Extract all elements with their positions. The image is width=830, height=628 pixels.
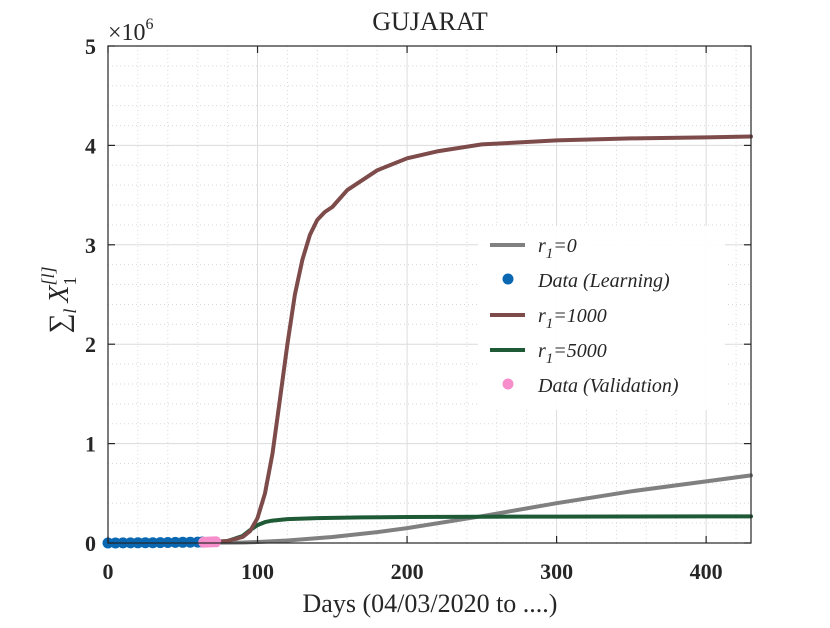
legend-label-r1-1000: r1=1000: [538, 305, 607, 332]
legend-marker-data-learning: [502, 273, 514, 285]
legend-label-rest: =1000: [553, 305, 607, 327]
legend-label-rest: =0: [553, 235, 577, 257]
x-axis-label: Days (04/03/2020 to ....): [303, 589, 558, 618]
y-label-x: X: [44, 285, 75, 304]
x-tick-label: 300: [540, 559, 573, 584]
x-tick-label: 100: [241, 559, 274, 584]
x-tick-label: 200: [391, 559, 424, 584]
legend-label-main: Data (Learning): [537, 270, 670, 292]
plot-frame: [107, 45, 752, 544]
y-multiplier-exp: 6: [146, 16, 154, 33]
y-label-sup: [l]: [38, 266, 58, 285]
legend-label-sub: 1: [546, 351, 554, 367]
legend-label-sub: 1: [546, 246, 554, 262]
legend-marker-data-validation: [502, 378, 514, 390]
legend-label-data-validation: Data (Validation): [537, 375, 679, 397]
y-tick-label: 4: [85, 133, 96, 158]
y-tick-label: 5: [85, 34, 96, 59]
ticks-layer: 0 100 200 300 400 0 1 2 3 4 5: [85, 34, 751, 584]
legend-box: [478, 226, 725, 410]
y-multiplier-base: ×10: [108, 20, 146, 46]
y-tick-label: 2: [85, 332, 96, 357]
legend-label-main: r: [538, 235, 546, 257]
series-line-r1-1000: [106, 134, 753, 545]
x-tick-label: 0: [103, 559, 114, 584]
legend-label-r1-5000: r1=5000: [538, 340, 607, 367]
legend-label-data-learning: Data (Learning): [537, 270, 670, 292]
y-label-sub-1: 1: [60, 276, 80, 285]
y-tick-label: 0: [85, 531, 96, 556]
svg-text:∑lX1[l]: ∑lX1[l]: [38, 266, 80, 333]
legend-label-sub: 1: [546, 316, 554, 332]
legend-label-r1-0: r1=0: [538, 235, 577, 262]
y-tick-label: 3: [85, 233, 96, 258]
y-axis-label: ∑lX1[l]: [38, 266, 80, 333]
y-label-sub-l: l: [60, 309, 80, 314]
legend-label-rest: =5000: [553, 340, 607, 362]
y-tick-label: 1: [85, 432, 96, 457]
legend-label-main: Data (Validation): [537, 375, 679, 397]
chart-title: GUJARAT: [372, 7, 488, 36]
legend-label-main: r: [538, 340, 546, 362]
x-tick-label: 400: [690, 559, 723, 584]
y-label-sum: ∑: [44, 314, 75, 334]
legend-label-main: r: [538, 305, 546, 327]
data-point-data-validation: [210, 536, 222, 548]
y-multiplier: ×106: [108, 16, 154, 46]
